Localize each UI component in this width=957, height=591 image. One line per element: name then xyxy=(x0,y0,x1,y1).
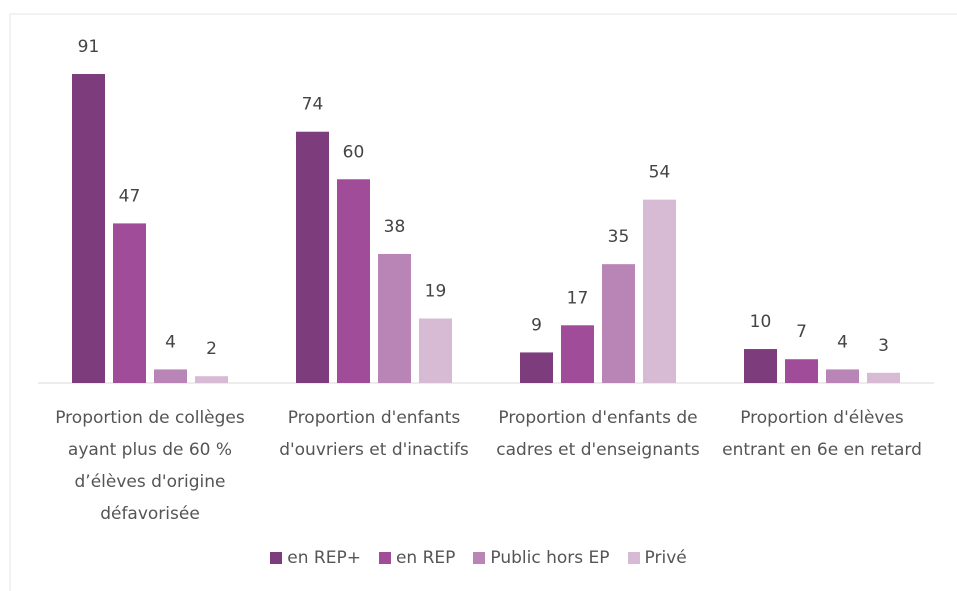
bar xyxy=(337,179,370,383)
data-label: 4 xyxy=(837,332,848,352)
data-label: 35 xyxy=(608,227,630,247)
data-label: 60 xyxy=(343,142,365,162)
legend-item: en REP+ xyxy=(270,548,361,568)
data-label: 19 xyxy=(425,281,447,301)
bar xyxy=(195,376,228,383)
legend-item: Public hors EP xyxy=(473,548,610,568)
data-label: 74 xyxy=(302,95,324,115)
bar xyxy=(744,349,777,383)
bar xyxy=(378,253,411,383)
bar xyxy=(643,199,676,383)
legend-item: en REP xyxy=(378,548,456,568)
data-label: 3 xyxy=(878,336,889,356)
legend-label: en REP+ xyxy=(287,548,361,568)
bar xyxy=(296,131,329,383)
data-label: 47 xyxy=(119,186,141,206)
bar xyxy=(154,369,187,383)
bar xyxy=(561,325,594,383)
x-tick-label: Proportion d'enfants d'ouvriers et d'ina… xyxy=(279,408,469,460)
data-label: 91 xyxy=(78,37,100,57)
legend-label: en REP xyxy=(395,548,456,568)
bar xyxy=(419,318,452,383)
legend-label: Public hors EP xyxy=(490,548,610,568)
data-label: 9 xyxy=(531,315,542,335)
x-tick-label: Proportion d'enfants de cadres et d'ense… xyxy=(496,408,700,460)
data-label: 10 xyxy=(750,312,772,332)
bar xyxy=(602,264,635,383)
legend-item: Privé xyxy=(627,548,687,568)
bar xyxy=(520,352,553,383)
legend-swatch xyxy=(627,552,640,564)
bar xyxy=(826,369,859,383)
data-label: 4 xyxy=(165,332,176,352)
legend-label: Privé xyxy=(644,548,687,568)
bar xyxy=(72,74,105,383)
data-label: 2 xyxy=(206,339,217,359)
bar xyxy=(785,359,818,383)
legend-swatch xyxy=(270,552,283,564)
data-label: 54 xyxy=(649,163,671,183)
data-label: 7 xyxy=(796,322,807,342)
x-tick-label: Proportion de collèges ayant plus de 60 … xyxy=(55,408,245,524)
legend-swatch xyxy=(378,552,391,564)
legend: en REP+ en REP Public hors EP Privé xyxy=(0,548,957,568)
bar xyxy=(113,223,146,383)
x-tick-label: Proportion d'élèves entrant en 6e en ret… xyxy=(722,408,922,460)
data-label: 38 xyxy=(384,217,406,237)
bar xyxy=(867,372,900,383)
legend-swatch xyxy=(473,552,486,564)
data-label: 17 xyxy=(567,288,589,308)
